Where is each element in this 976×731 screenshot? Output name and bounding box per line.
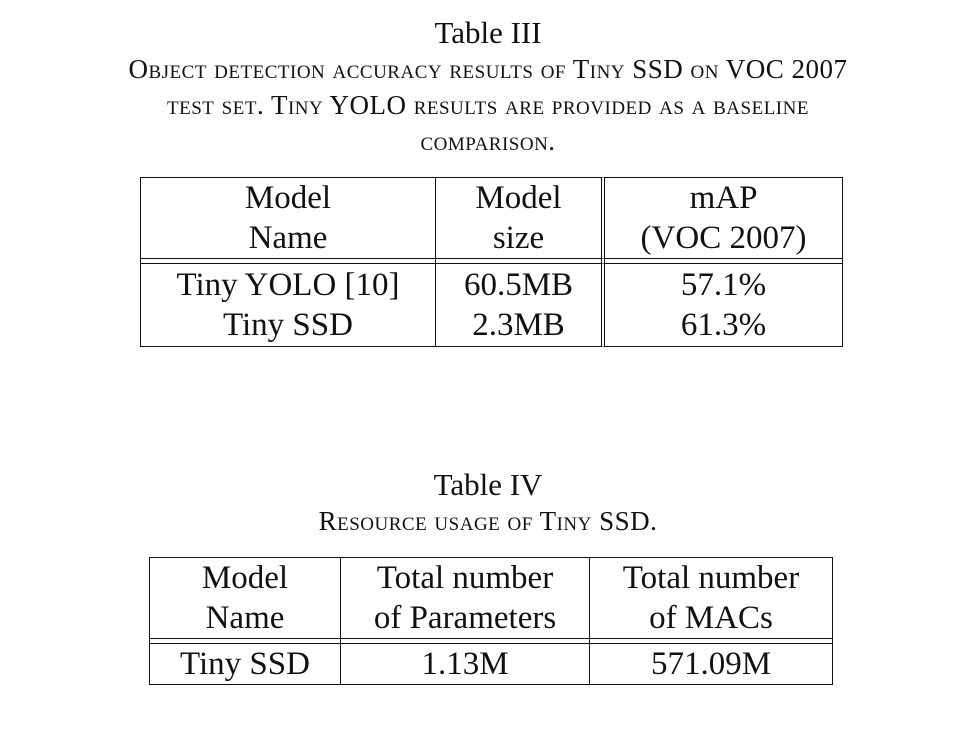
separator-cell [140,258,436,264]
table-3-header-model-name: Model Name [140,177,436,258]
table-cell: Tiny SSD [149,644,341,685]
table-3-caption-line-3: comparison. [420,126,556,156]
table-3-caption-line-1: Object detection accuracy results of Tin… [128,54,848,84]
separator-cell [605,258,843,264]
header-line: Model [201,560,289,596]
header-line: of MACs [649,600,773,636]
header-line: Name [205,600,285,636]
table-4-header-parameters: Total number of Parameters [341,557,590,638]
table-cell: 1.13M [341,644,590,685]
table-cell: Tiny YOLO [10] [176,267,400,303]
header-line: (VOC 2007) [640,220,807,256]
table-4: Model Name Total number of Parameters To… [149,557,833,685]
table-4-caption: Table IV Resource usage of Tiny SSD. [0,467,976,539]
table-4-header-model-name: Model Name [149,557,341,638]
table-3-col-map: 57.1% 61.3% [605,264,843,347]
table-4-caption-line-1: Resource usage of Tiny SSD. [318,506,658,536]
table-cell: 60.5MB [463,267,574,303]
table-4-label: Table IV [433,467,543,502]
header-line: Model [475,180,562,216]
table-3-caption-line-2: test set. Tiny YOLO results are provided… [167,90,809,120]
table-3-header-separator [140,258,843,264]
table-3-header-row: Model Name Model size mAP (VOC 2007) [140,177,843,258]
table-3: Model Name Model size mAP (VOC 2007) Tin… [140,177,843,347]
header-line: Name [248,220,328,256]
header-line: mAP [689,180,758,216]
table-cell: 61.3% [680,307,767,343]
table-4-header-macs: Total number of MACs [590,557,833,638]
table-4-header-separator [149,638,833,644]
table-3-header-model-size: Model size [436,177,605,258]
separator-cell [590,638,833,644]
table-3-label: Table III [434,15,542,50]
separator-cell [149,638,341,644]
table-3-caption: Table III Object detection accuracy resu… [0,15,976,159]
table-4-body-row: Tiny SSD 1.13M 571.09M [149,644,833,685]
table-4-header-row: Model Name Total number of Parameters To… [149,557,833,638]
header-line: Total number [376,560,554,596]
table-cell: 57.1% [680,267,767,303]
header-line: Total number [622,560,800,596]
separator-cell [341,638,590,644]
header-line: size [492,220,545,256]
table-cell: 2.3MB [472,307,565,343]
table-cell: Tiny SSD [223,307,353,343]
table-3-header-map: mAP (VOC 2007) [605,177,843,258]
table-3-body-row: Tiny YOLO [10] Tiny SSD 60.5MB 2.3MB 57.… [140,264,843,347]
table-3-col-model-name: Tiny YOLO [10] Tiny SSD [140,264,436,347]
separator-cell [436,258,605,264]
table-3-col-model-size: 60.5MB 2.3MB [436,264,605,347]
table-cell: 571.09M [590,644,833,685]
header-line: Model [244,180,332,216]
header-line: of Parameters [373,600,557,636]
